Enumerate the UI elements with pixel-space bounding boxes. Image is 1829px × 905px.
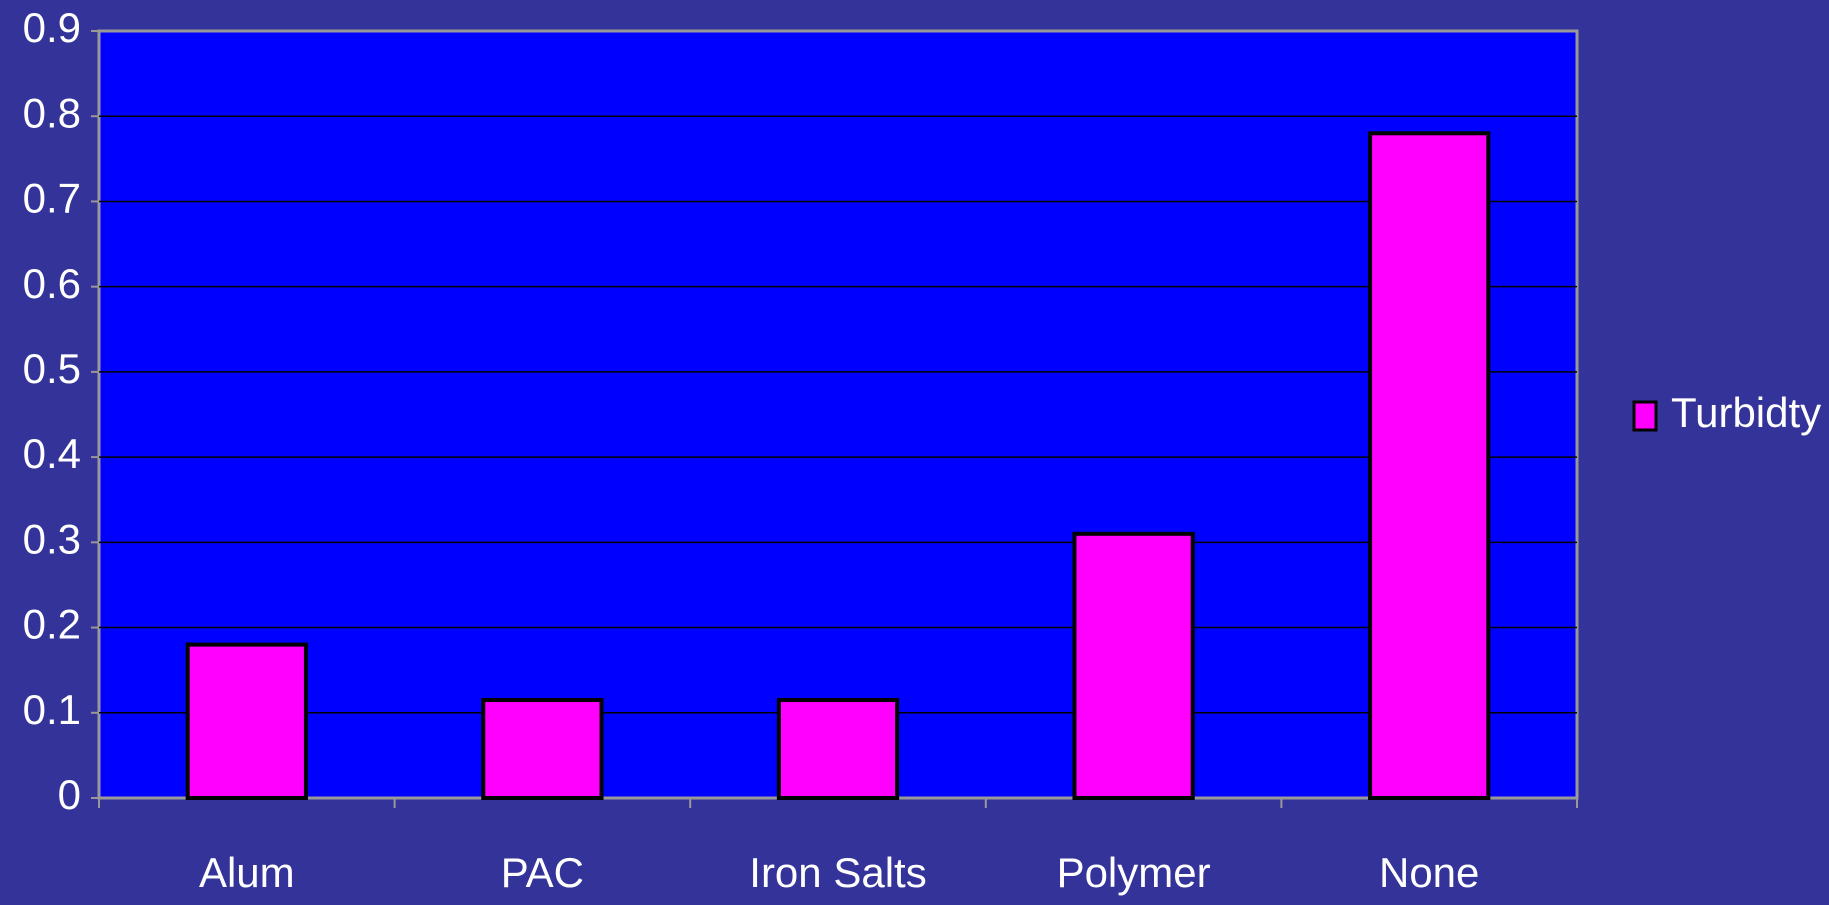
x-tick-label: Alum [199, 849, 295, 896]
y-tick-label: 0.1 [23, 686, 81, 733]
y-tick-label: 0 [58, 771, 81, 818]
y-tick-label: 0.3 [23, 515, 81, 562]
x-tick-label: PAC [501, 849, 584, 896]
y-tick-label: 0.4 [23, 430, 81, 477]
plot-area [97, 29, 1579, 800]
bar [185, 642, 308, 800]
legend-label: Turbidty [1671, 389, 1821, 436]
y-tick-label: 0.5 [23, 345, 81, 392]
bar [1368, 131, 1491, 800]
bar [481, 697, 604, 800]
y-tick-label: 0.6 [23, 260, 81, 307]
bar [776, 697, 900, 800]
legend-swatch [1632, 400, 1658, 432]
x-tick-label: Iron Salts [749, 849, 926, 896]
bar [1072, 531, 1195, 800]
y-tick-label: 0.7 [23, 175, 81, 222]
y-tick-label: 0.2 [23, 601, 81, 648]
y-tick-label: 0.8 [23, 89, 81, 136]
x-tick-label: None [1379, 849, 1479, 896]
y-tick-label: 0.9 [23, 4, 81, 51]
x-tick-label: Polymer [1057, 849, 1211, 896]
